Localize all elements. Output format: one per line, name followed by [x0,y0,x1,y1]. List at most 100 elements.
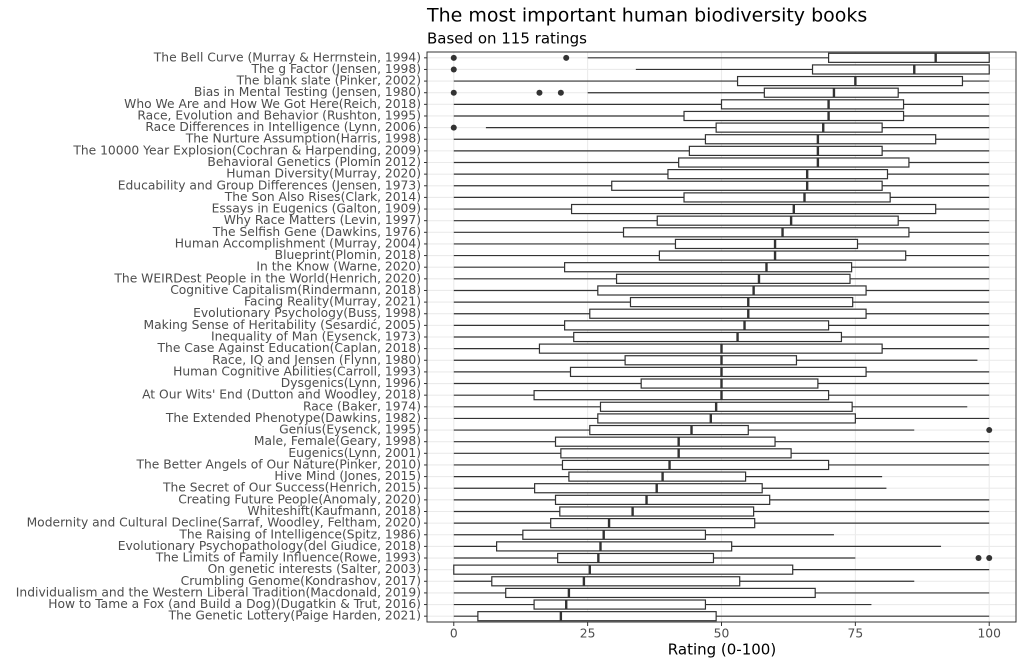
outlier [450,54,457,61]
box [640,378,819,389]
y-tick-label: Evolutionary Psychology(Buss, 1998) [193,306,421,320]
y-tick-label: Genius(Eysenck, 1995) [279,423,421,437]
y-tick-label: Creating Future People(Anomaly, 2020) [178,492,421,506]
box [533,599,707,610]
box [674,238,859,250]
y-tick-label: Human Accomplishment (Murray, 2004) [175,236,421,250]
box [597,413,856,424]
x-axis-label: Rating (0-100) [668,641,776,659]
y-tick-label: The Extended Phenotype(Dawkins, 1982) [165,411,421,425]
box [667,169,889,180]
y-tick-label: How to Tame a Fox (and Build a Dog)(Duga… [48,597,421,611]
box [550,517,756,529]
outlier [975,555,982,562]
y-tick-label: The Selfish Gene (Dawkins, 1976) [212,225,421,239]
box [573,331,843,343]
panel-border [426,51,1017,623]
outlier [986,555,993,562]
box [522,529,707,540]
box [589,424,749,436]
box [564,262,853,273]
y-tick-label: Dysgenics(Lynn, 1996) [281,376,421,390]
y-tick-label: Eugenics(Lynn, 2001) [288,446,421,460]
box [736,75,964,87]
box [554,436,776,447]
y-tick-label: Modernity and Cultural Decline(Sarraf, W… [27,516,421,530]
box [704,134,937,145]
y-tick-label: Why Race Matters (Levin, 1997) [224,213,421,227]
y-tick-label: Human Diversity(Murray, 2020) [226,167,421,181]
y-tick-label: The Son Also Rises(Clark, 2014) [224,190,421,204]
y-tick-label: The Raising of Intelligence(Spitz, 1986) [178,527,421,541]
y-tick-label: The Better Angels of Our Nature(Pinker, … [135,457,421,471]
y-tick-label: Blueprint(Plomin, 2018) [275,248,421,262]
x-tick-label: 75 [848,627,864,641]
box [570,203,937,215]
x-tick-label: 25 [580,627,596,641]
y-tick-label: The blank slate (Pinker, 2002) [236,74,421,88]
x-tick-label: 0 [450,627,458,641]
box [715,122,883,133]
box [827,52,990,63]
box [688,145,883,157]
x-tick-label: 100 [977,627,1000,641]
box [658,250,907,261]
box [597,285,867,296]
y-tick-label: Whiteshift(Kaufmann, 2018) [247,504,421,518]
box [496,541,733,552]
box [491,576,741,587]
box [559,506,755,517]
y-tick-label: At Our Wits' End (Dutton and Woodley, 20… [142,388,421,402]
box [624,355,798,366]
outlier [986,427,993,434]
y-tick-label: Making Sense of Heritability (Sesardić, … [143,318,421,332]
y-tick-label: Race (Baker, 1974) [303,399,421,413]
outlier [536,89,543,96]
box [538,343,883,354]
box [564,320,830,331]
box [763,87,899,98]
y-tick-label: The WEIRDest People in the World(Henrich… [113,271,421,285]
y-tick-label: Essays in Eugenics (Galton, 1909) [212,202,421,216]
y-tick-label: The Limits of Family Influence(Rowe, 199… [155,551,421,565]
box [720,99,905,110]
box [533,390,830,401]
chart-subtitle: Based on 115 ratings [427,30,587,48]
y-tick-label: The Bell Curve (Murray & Herrnstein, 199… [153,50,421,64]
x-tick-label: 50 [714,627,730,641]
box [477,611,717,622]
y-tick-label: The Genetic Lottery(Paige Harden, 2021) [168,609,421,623]
y-tick-label: In the Know (Warne, 2020) [256,260,421,274]
box [656,215,899,226]
outlier [557,89,564,96]
box [622,227,910,238]
box [560,448,792,459]
y-tick-label: Male, Female(Geary, 1998) [254,434,421,448]
outlier [450,66,457,73]
y-tick-label: Race Differences in Intelligence (Lynn, … [145,120,421,134]
y-tick-label: Facing Reality(Murray, 2021) [244,295,421,309]
y-tick-label: The Nurture Assumption(Harris, 1998) [185,132,421,146]
y-tick-label: Hive Mind (Jones, 2015) [274,469,421,483]
outlier [450,89,457,96]
y-tick-label: Individualism and the Western Liberal Tr… [16,585,421,599]
y-tick-label: The g Factor (Jensen, 1998) [250,62,421,76]
y-tick-label: Crumbling Genome(Kondrashov, 2017) [181,574,421,588]
box [611,180,883,191]
outlier [563,54,570,61]
y-tick-label: The Case Against Education(Caplan, 2018) [157,341,421,355]
y-tick-label: The Secret of Our Success(Henrich, 2015) [162,481,421,495]
box [683,192,891,203]
chart-title: The most important human biodiversity bo… [426,5,867,27]
box [561,459,830,471]
box [554,494,771,505]
box [557,552,715,564]
y-tick-label: Inequality of Man (Eysenck, 1973) [211,330,421,344]
y-tick-label: On genetic interests (Salter, 2003) [208,562,421,576]
box [629,296,854,308]
y-tick-label: Who We Are and How We Got Here(Reich, 20… [124,97,421,111]
box [811,64,990,75]
box [569,366,867,378]
box [683,110,905,122]
